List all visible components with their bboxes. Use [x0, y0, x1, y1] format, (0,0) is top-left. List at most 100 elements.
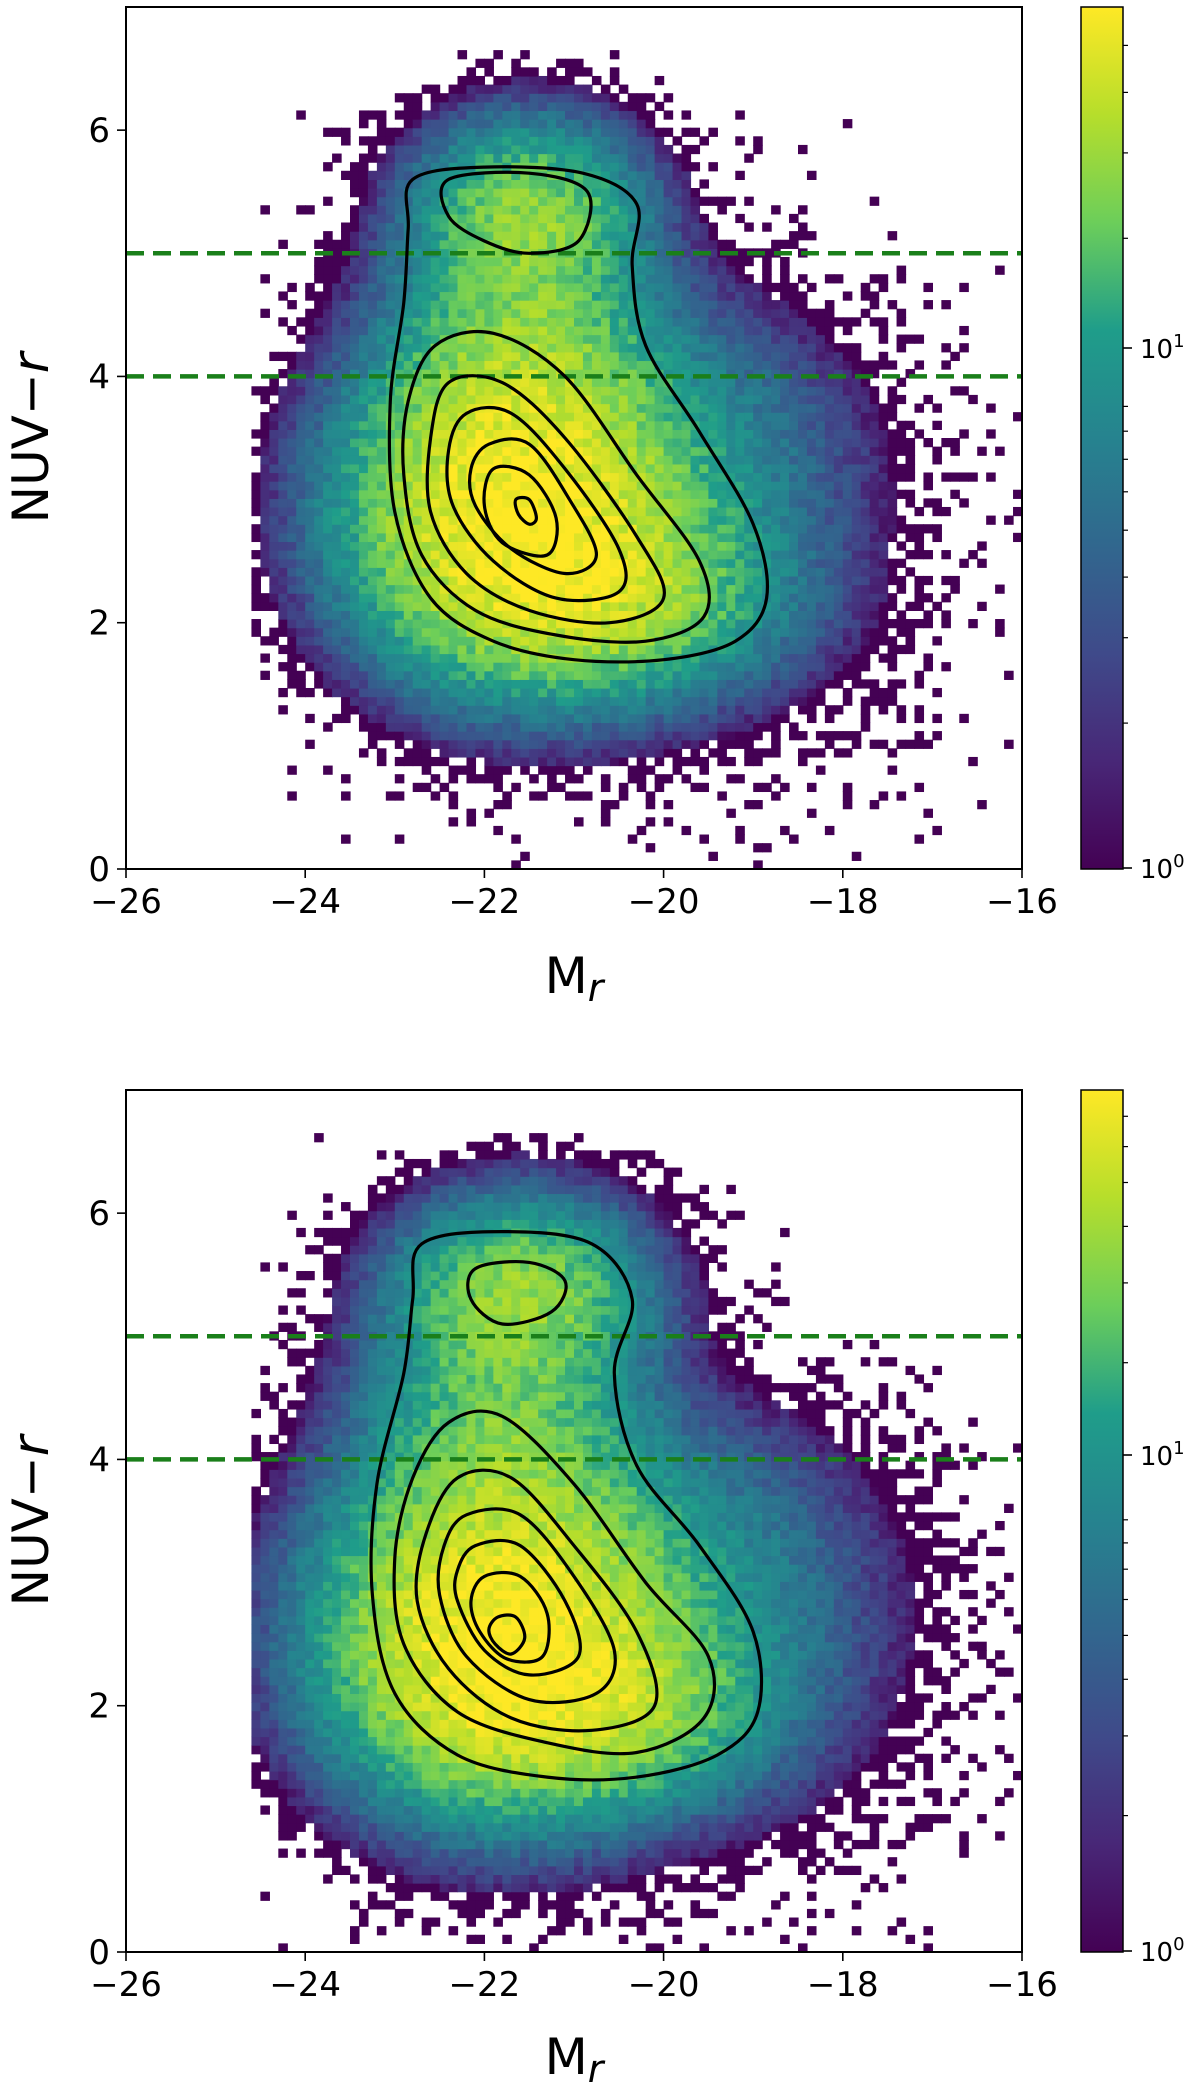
top-heatmap-cell — [323, 127, 333, 137]
top-heatmap-cell — [869, 498, 880, 508]
top-heatmap-cell — [600, 731, 611, 741]
top-heatmap-cell — [824, 558, 835, 568]
top-heatmap-cell — [851, 515, 862, 525]
top-heatmap-cell — [896, 791, 907, 801]
top-heatmap-cell — [565, 662, 575, 672]
top-heatmap-cell — [869, 403, 880, 413]
top-heatmap-cell — [690, 455, 701, 465]
top-heatmap-cell — [726, 687, 736, 698]
top-heatmap-cell — [511, 558, 521, 568]
top-heatmap-cell — [699, 722, 709, 732]
top-heatmap-cell — [529, 696, 539, 706]
top-heatmap-cell — [699, 429, 709, 439]
top-heatmap-cell — [448, 791, 459, 801]
top-heatmap-cell — [806, 506, 817, 517]
top-heatmap-cell — [771, 489, 781, 499]
top-heatmap-cell — [493, 550, 503, 560]
top-heatmap-cell — [511, 334, 521, 344]
top-heatmap-cell — [663, 446, 674, 456]
top-heatmap-cell — [878, 489, 889, 499]
top-heatmap-cell — [780, 412, 790, 422]
top-heatmap-cell — [466, 377, 477, 387]
top-heatmap-cell — [699, 300, 709, 310]
top-heatmap-cell — [529, 222, 539, 232]
top-heatmap-cell — [305, 463, 315, 474]
top-heatmap-cell — [842, 627, 853, 637]
top-heatmap-cell — [887, 662, 898, 672]
top-heatmap-cell — [860, 713, 871, 724]
top-heatmap-cell — [493, 386, 503, 396]
top-heatmap-cell — [887, 748, 898, 758]
top-heatmap-cell — [529, 334, 539, 344]
top-heatmap-cell — [627, 687, 638, 698]
top-heatmap-cell — [430, 119, 441, 129]
top-heatmap-cell — [600, 110, 611, 120]
top-heatmap-cell — [806, 489, 817, 499]
top-heatmap-cell — [842, 506, 853, 517]
top-heatmap-cell — [672, 584, 683, 594]
top-heatmap-cell — [896, 584, 907, 594]
top-heatmap-cell — [367, 429, 378, 439]
top-heatmap-cell — [708, 360, 718, 370]
top-heatmap-cell — [591, 679, 602, 689]
top-heatmap-cell — [466, 550, 477, 560]
top-heatmap-cell — [269, 498, 279, 508]
top-heatmap-cell — [762, 222, 772, 232]
top-heatmap-cell — [636, 256, 647, 267]
top-heatmap-cell — [582, 256, 593, 267]
top-heatmap-cell — [341, 515, 351, 525]
top-heatmap-cell — [269, 420, 279, 430]
top-heatmap-cell — [672, 179, 683, 189]
top-heatmap-cell — [457, 84, 468, 94]
top-heatmap-cell — [663, 532, 674, 543]
top-heatmap-cell — [887, 558, 898, 568]
top-heatmap-cell — [878, 472, 889, 482]
top-heatmap-cell — [314, 541, 324, 551]
top-heatmap-cell — [574, 524, 584, 534]
top-xtick-label: −22 — [449, 882, 521, 922]
top-heatmap-cell — [878, 463, 889, 474]
top-heatmap-cell — [896, 472, 907, 482]
top-heatmap-cell — [448, 153, 459, 163]
top-heatmap-cell — [762, 696, 772, 706]
top-heatmap-cell — [627, 136, 638, 146]
top-heatmap-cell — [609, 308, 620, 318]
top-heatmap-cell — [600, 119, 611, 129]
top-heatmap-cell — [600, 205, 611, 215]
top-heatmap-cell — [439, 627, 450, 637]
top-xticks: −26 −24 −22 −20 −18 −16 — [90, 869, 1058, 922]
top-heatmap-cell — [358, 515, 369, 525]
top-heatmap-cell — [815, 463, 826, 474]
top-heatmap-cell — [600, 481, 611, 491]
top-heatmap-cell — [878, 593, 889, 603]
top-heatmap-cell — [762, 541, 772, 551]
top-heatmap-cell — [448, 636, 459, 646]
top-heatmap-cell — [385, 636, 396, 646]
top-heatmap-cell — [430, 662, 441, 672]
top-heatmap-cell — [484, 282, 494, 293]
top-heatmap-cell — [502, 213, 512, 224]
top-heatmap-cell — [269, 506, 279, 517]
top-heatmap-cell — [735, 731, 745, 741]
top-heatmap-cell — [681, 403, 692, 413]
top-heatmap-cell — [457, 765, 468, 775]
top-heatmap-cell — [950, 584, 960, 594]
top-heatmap-cell — [780, 825, 790, 836]
top-heatmap-cell — [645, 532, 656, 543]
top-heatmap-cell — [484, 696, 494, 706]
top-heatmap-cell — [394, 791, 405, 801]
top-heatmap-cell — [815, 429, 826, 439]
top-heatmap-cell — [815, 412, 826, 422]
top-heatmap-cell — [869, 317, 880, 327]
top-heatmap-cell — [672, 455, 683, 465]
top-heatmap-cell — [466, 765, 477, 775]
top-heatmap-cell — [645, 662, 656, 672]
top-heatmap-cell — [251, 567, 261, 577]
top-heatmap-cell — [798, 394, 808, 405]
top-heatmap-cell — [690, 627, 701, 637]
top-heatmap-cell — [726, 239, 736, 249]
top-heatmap-cell — [699, 213, 709, 224]
top-heatmap-cell — [681, 256, 692, 267]
top-heatmap-cell — [457, 739, 468, 749]
top-heatmap-cell — [833, 403, 844, 413]
